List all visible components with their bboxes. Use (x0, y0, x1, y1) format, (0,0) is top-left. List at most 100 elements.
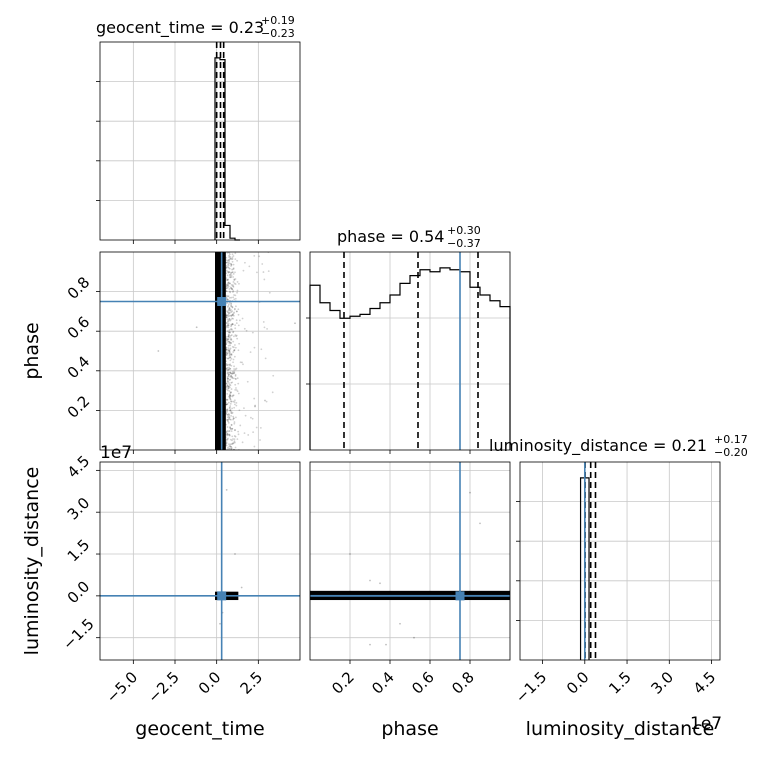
sample-point (235, 404, 238, 407)
sample-point (226, 318, 229, 321)
sample-point (232, 415, 235, 418)
sample-point (233, 298, 236, 301)
y-tick-label: 0.0 (64, 578, 94, 608)
sample-point (230, 353, 233, 355)
sample-point (230, 443, 233, 446)
sample-point (230, 272, 232, 275)
sample-point (230, 271, 233, 274)
x-tick-label: 0.2 (328, 668, 358, 698)
sample-point (233, 438, 236, 441)
sample-point (227, 320, 229, 323)
sample-point (227, 418, 230, 421)
sample-point (229, 409, 232, 412)
sample-point (230, 334, 233, 336)
sample-point (225, 284, 228, 286)
panel-distance-vs-phase: 0.2 0.4 0.6 0.8 phase (309, 461, 511, 740)
sample-point (232, 291, 234, 293)
sample-point (229, 418, 231, 421)
sample-point (232, 418, 234, 421)
sample-point (226, 322, 228, 325)
sample-point (232, 394, 235, 397)
sample-point (227, 380, 230, 383)
sample-point (230, 296, 233, 299)
sample-point (225, 418, 228, 421)
sample-point (225, 388, 228, 391)
sample-point (229, 257, 232, 260)
sample-point (231, 253, 234, 256)
sample-point (228, 258, 231, 261)
title-phase: phase = 0.54 (337, 227, 444, 246)
sample-point (225, 290, 228, 293)
sample-point (233, 349, 235, 352)
sample-point (235, 367, 238, 370)
sample-point (229, 347, 232, 350)
sample-point (230, 430, 233, 433)
sample-point (259, 439, 261, 441)
sample-point (227, 377, 229, 380)
sample-point (253, 346, 256, 349)
sample-point (229, 359, 232, 362)
sample-point (228, 348, 231, 351)
sample-point (227, 313, 230, 316)
sample-point (234, 324, 237, 327)
sample-point (230, 357, 233, 360)
sample-point (226, 295, 229, 298)
sample-point (245, 329, 248, 332)
title-geocent-time-plus: +0.19 (261, 14, 295, 27)
sample-point (225, 439, 228, 442)
sample-point (231, 323, 234, 326)
sample-point (228, 433, 231, 436)
sample-point (231, 371, 234, 373)
sample-point (228, 366, 230, 369)
sample-point (230, 374, 233, 377)
sample-point (227, 347, 230, 349)
sample-point (229, 257, 232, 260)
sample-point (238, 342, 241, 345)
sample-point (235, 322, 238, 325)
sample-point (227, 309, 230, 312)
sample-point (233, 441, 236, 444)
sample-point (225, 351, 228, 353)
sample-point (232, 361, 234, 364)
sample-point (227, 385, 229, 388)
sample-point (251, 417, 254, 420)
sample-point (225, 337, 228, 340)
sample-point (228, 434, 231, 437)
histogram-geocent-time (214, 57, 240, 241)
sample-point (227, 285, 230, 288)
x-axis-label-phase: phase (381, 718, 438, 740)
sample-point (237, 433, 240, 436)
sample-point (230, 341, 233, 344)
sample-point (234, 553, 236, 555)
sample-point (233, 422, 236, 425)
sample-point (230, 265, 232, 267)
sample-point (247, 434, 250, 436)
sample-point (227, 375, 230, 378)
sample-point (262, 271, 265, 273)
sample-point (229, 253, 231, 256)
sample-point (231, 323, 234, 326)
sample-point (231, 317, 233, 320)
sample-point (255, 426, 258, 429)
sample-point (230, 388, 233, 390)
sample-point (229, 394, 231, 397)
scatter-samples (219, 488, 243, 625)
sample-point (227, 373, 230, 376)
sample-point (229, 391, 232, 394)
sample-point (226, 430, 229, 432)
sample-point (231, 395, 234, 398)
sample-point (248, 265, 251, 268)
sample-point (241, 317, 244, 320)
y-tick-label: 0.6 (64, 313, 94, 343)
sample-point (229, 334, 232, 337)
sample-point (228, 350, 231, 353)
panel-distance-vs-geocent-time: −1.5 0.0 1.5 3.0 4.5 −5.0 −2.5 0.0 2.5 1e7 lumi… (21, 443, 301, 740)
sample-point (235, 401, 238, 404)
sample-point (232, 417, 235, 420)
sample-point (232, 330, 235, 333)
panel-phase-histogram: phase = 0.54 +0.30 −0.37 (306, 224, 511, 454)
sample-point (231, 257, 234, 260)
sample-point (227, 437, 229, 440)
sample-point (227, 261, 230, 264)
sample-point (228, 271, 231, 273)
